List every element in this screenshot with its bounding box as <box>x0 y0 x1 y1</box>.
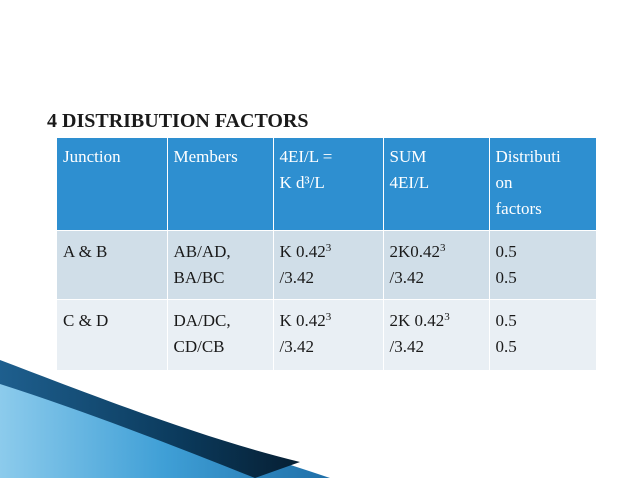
junction-cell: A & B <box>57 230 168 300</box>
factors-cell: 0.5 0.5 <box>489 299 596 371</box>
sum-cell: 2K 0.423 /3.42 <box>383 299 490 371</box>
table-row: A & B AB/AD, BA/BC K 0.423 /3.42 2K0.423… <box>57 230 596 300</box>
table-header-row: Junction Members 4EI/L = K d³/L SUM 4EI/… <box>57 138 596 231</box>
header-members: Members <box>167 138 274 231</box>
stiffness-cell: K 0.423 /3.42 <box>273 230 384 300</box>
members-cell: AB/AD, BA/BC <box>167 230 274 300</box>
factors-cell: 0.5 0.5 <box>489 230 596 300</box>
header-stiffness: 4EI/L = K d³/L <box>273 138 384 231</box>
swoosh-light-band <box>0 364 330 478</box>
table-row: C & D DA/DC, CD/CB K 0.423 /3.42 2K 0.42… <box>57 299 596 371</box>
stiffness-cell: K 0.423 /3.42 <box>273 299 384 371</box>
header-sum: SUM 4EI/L <box>383 138 490 231</box>
swoosh-dark-band <box>0 360 300 478</box>
sum-cell: 2K0.423 /3.42 <box>383 230 490 300</box>
header-distribution-factors: Distributi on factors <box>489 138 596 231</box>
distribution-factors-table: Junction Members 4EI/L = K d³/L SUM 4EI/… <box>57 138 596 371</box>
slide-title: 4 DISTRIBUTION FACTORS <box>47 110 309 132</box>
header-junction: Junction <box>57 138 168 231</box>
junction-cell: C & D <box>57 299 168 371</box>
members-cell: DA/DC, CD/CB <box>167 299 274 371</box>
decorative-swoosh <box>0 360 330 478</box>
